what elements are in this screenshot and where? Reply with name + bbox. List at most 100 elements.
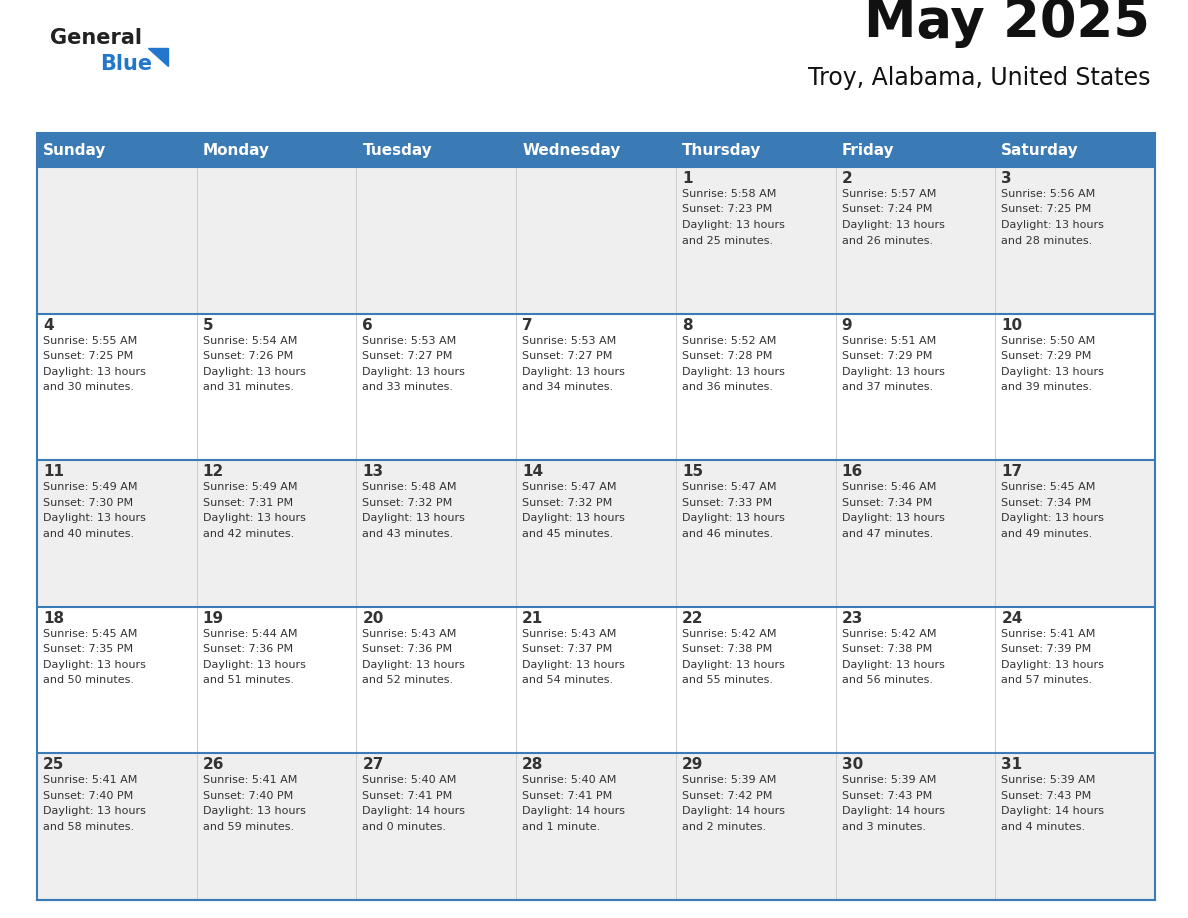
Text: Daylight: 13 hours: Daylight: 13 hours <box>682 513 785 523</box>
Text: and 46 minutes.: and 46 minutes. <box>682 529 773 539</box>
Text: 11: 11 <box>43 465 64 479</box>
Text: and 26 minutes.: and 26 minutes. <box>841 236 933 245</box>
Text: Daylight: 14 hours: Daylight: 14 hours <box>682 806 785 816</box>
Text: Sunset: 7:37 PM: Sunset: 7:37 PM <box>523 644 612 655</box>
Text: Sunrise: 5:50 AM: Sunrise: 5:50 AM <box>1001 336 1095 345</box>
Text: Daylight: 13 hours: Daylight: 13 hours <box>523 513 625 523</box>
Text: Sunrise: 5:58 AM: Sunrise: 5:58 AM <box>682 189 776 199</box>
Text: and 37 minutes.: and 37 minutes. <box>841 382 933 392</box>
Text: Daylight: 13 hours: Daylight: 13 hours <box>682 366 785 376</box>
Text: Sunset: 7:27 PM: Sunset: 7:27 PM <box>362 351 453 361</box>
Text: Sunrise: 5:39 AM: Sunrise: 5:39 AM <box>1001 776 1095 786</box>
Text: 1: 1 <box>682 171 693 186</box>
Text: 6: 6 <box>362 318 373 332</box>
Text: Saturday: Saturday <box>1001 142 1079 158</box>
Text: Daylight: 13 hours: Daylight: 13 hours <box>203 366 305 376</box>
Text: 23: 23 <box>841 610 862 626</box>
Text: 4: 4 <box>43 318 53 332</box>
Bar <box>197 133 356 167</box>
Text: 22: 22 <box>682 610 703 626</box>
Text: Sunrise: 5:45 AM: Sunrise: 5:45 AM <box>43 629 138 639</box>
Text: Sunset: 7:32 PM: Sunset: 7:32 PM <box>523 498 612 508</box>
Text: Daylight: 13 hours: Daylight: 13 hours <box>523 366 625 376</box>
Text: and 45 minutes.: and 45 minutes. <box>523 529 613 539</box>
Text: 12: 12 <box>203 465 225 479</box>
Text: Monday: Monday <box>203 142 270 158</box>
Text: 25: 25 <box>43 757 64 772</box>
Text: and 25 minutes.: and 25 minutes. <box>682 236 773 245</box>
Text: Sunrise: 5:49 AM: Sunrise: 5:49 AM <box>43 482 138 492</box>
Text: and 40 minutes.: and 40 minutes. <box>43 529 134 539</box>
Text: and 4 minutes.: and 4 minutes. <box>1001 822 1086 832</box>
Text: Daylight: 14 hours: Daylight: 14 hours <box>523 806 625 816</box>
Text: 29: 29 <box>682 757 703 772</box>
Text: 15: 15 <box>682 465 703 479</box>
Text: and 42 minutes.: and 42 minutes. <box>203 529 293 539</box>
Text: and 47 minutes.: and 47 minutes. <box>841 529 933 539</box>
Text: Sunrise: 5:41 AM: Sunrise: 5:41 AM <box>43 776 138 786</box>
Text: and 50 minutes.: and 50 minutes. <box>43 676 134 686</box>
Bar <box>37 133 1155 900</box>
Text: and 0 minutes.: and 0 minutes. <box>362 822 447 832</box>
Text: Sunset: 7:36 PM: Sunset: 7:36 PM <box>362 644 453 655</box>
Text: Sunrise: 5:42 AM: Sunrise: 5:42 AM <box>682 629 776 639</box>
Text: Friday: Friday <box>841 142 895 158</box>
Text: and 57 minutes.: and 57 minutes. <box>1001 676 1093 686</box>
Text: Sunset: 7:39 PM: Sunset: 7:39 PM <box>1001 644 1092 655</box>
Text: 19: 19 <box>203 610 223 626</box>
Text: and 52 minutes.: and 52 minutes. <box>362 676 454 686</box>
Text: 3: 3 <box>1001 171 1012 186</box>
Bar <box>516 133 676 167</box>
Text: 14: 14 <box>523 465 543 479</box>
Bar <box>37 133 197 167</box>
Text: Sunrise: 5:41 AM: Sunrise: 5:41 AM <box>203 776 297 786</box>
Text: Daylight: 13 hours: Daylight: 13 hours <box>362 366 466 376</box>
Text: Sunset: 7:25 PM: Sunset: 7:25 PM <box>43 351 133 361</box>
Text: and 39 minutes.: and 39 minutes. <box>1001 382 1093 392</box>
Text: 16: 16 <box>841 465 862 479</box>
Text: Sunset: 7:43 PM: Sunset: 7:43 PM <box>1001 791 1092 800</box>
Text: Sunrise: 5:57 AM: Sunrise: 5:57 AM <box>841 189 936 199</box>
Text: 10: 10 <box>1001 318 1023 332</box>
Text: 28: 28 <box>523 757 544 772</box>
Text: Sunset: 7:41 PM: Sunset: 7:41 PM <box>362 791 453 800</box>
Text: Daylight: 13 hours: Daylight: 13 hours <box>841 366 944 376</box>
Text: Sunset: 7:29 PM: Sunset: 7:29 PM <box>841 351 931 361</box>
Text: 26: 26 <box>203 757 225 772</box>
Text: Sunset: 7:23 PM: Sunset: 7:23 PM <box>682 205 772 215</box>
Text: Sunset: 7:33 PM: Sunset: 7:33 PM <box>682 498 772 508</box>
Text: and 1 minute.: and 1 minute. <box>523 822 600 832</box>
Text: and 33 minutes.: and 33 minutes. <box>362 382 454 392</box>
Text: Sunset: 7:34 PM: Sunset: 7:34 PM <box>841 498 931 508</box>
Text: Sunrise: 5:51 AM: Sunrise: 5:51 AM <box>841 336 936 345</box>
Text: Sunrise: 5:40 AM: Sunrise: 5:40 AM <box>362 776 457 786</box>
Text: Daylight: 13 hours: Daylight: 13 hours <box>1001 513 1104 523</box>
Text: Sunrise: 5:41 AM: Sunrise: 5:41 AM <box>1001 629 1095 639</box>
Text: and 36 minutes.: and 36 minutes. <box>682 382 773 392</box>
Polygon shape <box>148 48 168 66</box>
Bar <box>37 167 1155 314</box>
Text: and 51 minutes.: and 51 minutes. <box>203 676 293 686</box>
Text: Sunset: 7:42 PM: Sunset: 7:42 PM <box>682 791 772 800</box>
Text: Daylight: 13 hours: Daylight: 13 hours <box>43 806 146 816</box>
Text: and 54 minutes.: and 54 minutes. <box>523 676 613 686</box>
Text: Sunset: 7:35 PM: Sunset: 7:35 PM <box>43 644 133 655</box>
Text: Daylight: 14 hours: Daylight: 14 hours <box>362 806 466 816</box>
Text: Sunset: 7:32 PM: Sunset: 7:32 PM <box>362 498 453 508</box>
Text: 7: 7 <box>523 318 532 332</box>
Bar <box>37 314 1155 460</box>
Text: Sunset: 7:24 PM: Sunset: 7:24 PM <box>841 205 931 215</box>
Text: Sunset: 7:31 PM: Sunset: 7:31 PM <box>203 498 292 508</box>
Text: and 3 minutes.: and 3 minutes. <box>841 822 925 832</box>
Text: Daylight: 13 hours: Daylight: 13 hours <box>841 513 944 523</box>
Text: and 2 minutes.: and 2 minutes. <box>682 822 766 832</box>
Text: Sunrise: 5:39 AM: Sunrise: 5:39 AM <box>682 776 776 786</box>
Text: Daylight: 13 hours: Daylight: 13 hours <box>203 806 305 816</box>
Text: Sunrise: 5:42 AM: Sunrise: 5:42 AM <box>841 629 936 639</box>
Text: Sunrise: 5:40 AM: Sunrise: 5:40 AM <box>523 776 617 786</box>
Text: 5: 5 <box>203 318 214 332</box>
Text: Thursday: Thursday <box>682 142 762 158</box>
Text: Daylight: 13 hours: Daylight: 13 hours <box>1001 220 1104 230</box>
Text: Daylight: 13 hours: Daylight: 13 hours <box>203 660 305 670</box>
Text: Daylight: 13 hours: Daylight: 13 hours <box>841 660 944 670</box>
